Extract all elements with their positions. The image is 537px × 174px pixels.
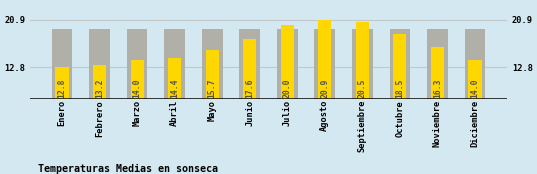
Bar <box>427 29 448 98</box>
Bar <box>202 29 222 98</box>
Text: 13.2: 13.2 <box>95 78 104 98</box>
Text: 17.6: 17.6 <box>245 78 254 98</box>
Bar <box>465 29 485 98</box>
Bar <box>130 60 144 98</box>
Bar <box>52 29 72 98</box>
Text: 20.9: 20.9 <box>320 78 329 98</box>
Bar <box>281 25 294 98</box>
Bar <box>356 22 369 98</box>
Bar <box>468 60 482 98</box>
Text: 15.7: 15.7 <box>208 78 217 98</box>
Bar <box>431 47 444 98</box>
Bar <box>243 39 256 98</box>
Bar <box>168 58 181 98</box>
Bar <box>318 19 331 98</box>
Text: 20.0: 20.0 <box>283 78 292 98</box>
Bar <box>393 34 407 98</box>
Text: 18.5: 18.5 <box>395 78 404 98</box>
Bar <box>164 29 185 98</box>
Bar <box>277 29 297 98</box>
Text: 16.3: 16.3 <box>433 78 442 98</box>
Bar <box>389 29 410 98</box>
Bar <box>127 29 148 98</box>
Bar <box>352 29 373 98</box>
Text: 14.0: 14.0 <box>470 78 480 98</box>
Text: 14.4: 14.4 <box>170 78 179 98</box>
Bar <box>206 50 219 98</box>
Bar <box>55 67 69 98</box>
Text: Temperaturas Medias en sonseca: Temperaturas Medias en sonseca <box>38 164 217 174</box>
Text: 14.0: 14.0 <box>133 78 142 98</box>
Bar <box>93 65 106 98</box>
Bar <box>89 29 110 98</box>
Text: 12.8: 12.8 <box>57 78 67 98</box>
Bar <box>240 29 260 98</box>
Bar <box>315 29 335 98</box>
Text: 20.5: 20.5 <box>358 78 367 98</box>
